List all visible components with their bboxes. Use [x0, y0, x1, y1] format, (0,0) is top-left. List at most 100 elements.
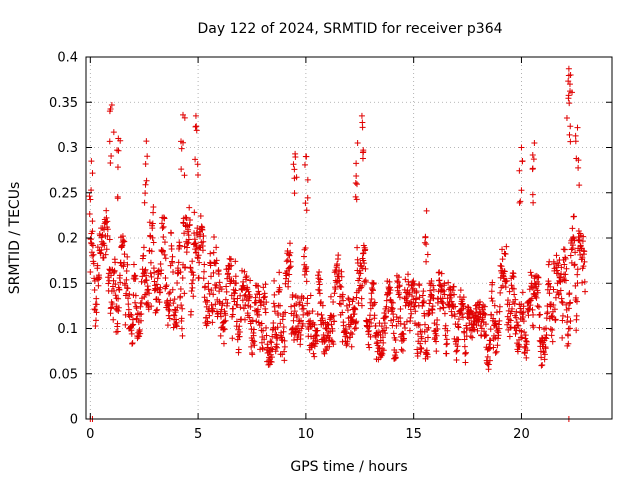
data-point: [544, 309, 551, 316]
data-point: [194, 172, 201, 179]
data-point: [410, 278, 417, 285]
data-point: [539, 361, 546, 368]
data-point: [138, 311, 145, 318]
data-point: [124, 285, 131, 292]
data-point: [255, 288, 262, 295]
data-point: [533, 294, 540, 301]
data-point: [343, 329, 350, 336]
data-point: [178, 325, 185, 332]
data-point: [574, 271, 581, 278]
data-point: [347, 334, 354, 341]
data-point: [126, 291, 133, 298]
data-point: [462, 359, 469, 366]
data-point: [378, 323, 385, 330]
data-point: [229, 311, 236, 318]
data-point: [554, 267, 561, 274]
data-point: [438, 270, 445, 277]
data-point: [462, 349, 469, 356]
data-point: [455, 324, 462, 331]
data-point: [102, 219, 109, 226]
data-point: [537, 311, 544, 318]
data-point: [390, 316, 397, 323]
data-point: [206, 290, 213, 297]
data-point: [311, 353, 318, 360]
data-point: [314, 311, 321, 318]
data-point: [161, 251, 168, 258]
data-point: [550, 301, 557, 308]
data-point: [487, 345, 494, 352]
data-point: [262, 309, 269, 316]
data-point: [557, 287, 564, 294]
data-point: [290, 317, 297, 324]
data-point: [234, 295, 241, 302]
data-point: [91, 286, 98, 293]
data-points: [86, 65, 589, 422]
data-point: [343, 330, 350, 337]
data-point: [117, 279, 124, 286]
data-point: [191, 236, 198, 243]
data-point: [430, 286, 437, 293]
data-point: [485, 361, 492, 368]
data-point: [360, 147, 367, 154]
data-point: [123, 268, 130, 275]
data-point: [429, 303, 436, 310]
data-point: [551, 306, 558, 313]
data-point: [473, 309, 480, 316]
data-point: [422, 234, 429, 241]
data-point: [565, 340, 572, 347]
data-point: [513, 314, 520, 321]
data-point: [330, 341, 337, 348]
y-tick-label: 0.25: [49, 186, 78, 201]
data-point: [275, 312, 282, 319]
data-point: [354, 139, 361, 146]
data-point: [246, 294, 253, 301]
data-point: [581, 248, 588, 255]
data-point: [310, 350, 317, 357]
data-point: [195, 252, 202, 259]
data-point: [293, 174, 300, 181]
data-point: [455, 336, 462, 343]
data-point: [286, 264, 293, 271]
data-point: [417, 344, 424, 351]
data-point: [264, 344, 271, 351]
data-point: [572, 132, 579, 139]
data-point: [434, 325, 441, 332]
data-point: [291, 190, 298, 197]
data-point: [226, 263, 233, 270]
data-point: [104, 232, 111, 239]
y-tick-label: 0.2: [57, 232, 78, 247]
data-point: [351, 325, 358, 332]
data-point: [291, 166, 298, 173]
data-point: [149, 234, 156, 241]
data-point: [179, 332, 186, 339]
data-point: [137, 330, 144, 337]
data-point: [163, 283, 170, 290]
data-point: [97, 250, 104, 257]
data-point: [423, 241, 430, 248]
data-point: [132, 292, 139, 299]
data-point: [271, 291, 278, 298]
data-point: [277, 320, 284, 327]
data-point: [128, 330, 135, 337]
data-point: [185, 226, 192, 233]
data-point: [153, 307, 160, 314]
data-point: [182, 223, 189, 230]
data-point: [173, 323, 180, 330]
data-point: [493, 309, 500, 316]
data-point: [394, 278, 401, 285]
data-point: [143, 138, 150, 145]
data-point: [252, 294, 259, 301]
data-point: [534, 289, 541, 296]
data-point: [114, 320, 121, 327]
data-point: [101, 242, 108, 249]
data-point: [316, 287, 323, 294]
data-point: [125, 295, 132, 302]
data-point: [86, 211, 93, 218]
data-point: [426, 300, 433, 307]
data-point: [574, 266, 581, 273]
data-point: [201, 294, 208, 301]
data-point: [425, 324, 432, 331]
data-point: [522, 332, 529, 339]
data-point: [348, 343, 355, 350]
data-point: [191, 209, 198, 216]
